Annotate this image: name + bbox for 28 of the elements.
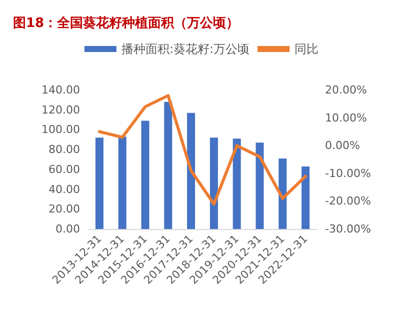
bar <box>164 102 172 229</box>
y-tick-label: 60.00 <box>48 162 80 176</box>
y2-tick-label: 0.00% <box>325 139 360 152</box>
bar <box>118 136 126 229</box>
y2-tick-label: -30.00% <box>325 222 371 236</box>
y-tick-label: 140.00 <box>42 84 80 96</box>
legend-label: 播种面积:葵花籽:万公顷 <box>121 42 250 56</box>
bar <box>256 142 264 229</box>
y2-tick-label: -20.00% <box>325 194 371 208</box>
y-tick-label: 20.00 <box>48 202 80 216</box>
bar <box>302 166 310 229</box>
y-tick-label: 40.00 <box>48 182 80 196</box>
y2-tick-label: 10.00% <box>325 111 367 124</box>
y-tick-label: 80.00 <box>48 143 80 156</box>
y-tick-label: 120.00 <box>42 103 80 116</box>
bar <box>95 138 104 229</box>
bar <box>278 158 287 229</box>
bar <box>210 138 218 229</box>
y2-tick-label: -10.00% <box>325 166 371 180</box>
line-series <box>98 94 308 206</box>
y2-tick-label: 20.00% <box>325 84 367 96</box>
legend-label: 同比 <box>294 42 319 56</box>
y-tick-label: 100.00 <box>42 123 80 136</box>
y-tick-label: 0.00 <box>56 222 80 236</box>
bar <box>232 138 241 229</box>
bar <box>187 112 196 229</box>
bar <box>141 120 150 229</box>
chart-title: 图18：全国葵花籽种植面积（万公顷） <box>13 15 240 31</box>
